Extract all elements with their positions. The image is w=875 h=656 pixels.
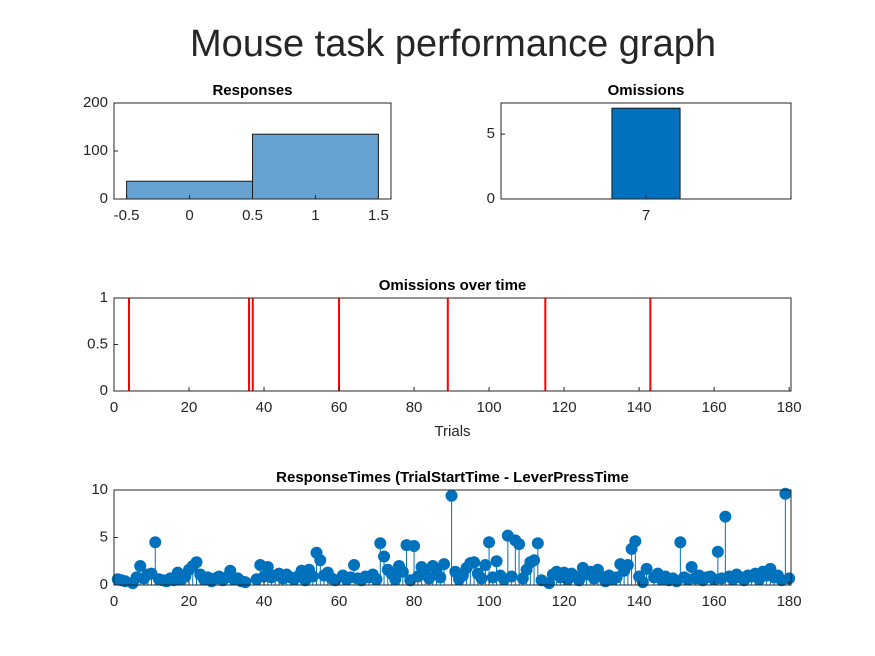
stem-marker — [711, 545, 724, 558]
stem-marker — [479, 559, 492, 572]
figure-title: Mouse task performance graph — [190, 23, 716, 65]
stem-marker — [483, 536, 496, 549]
x-tick-label: 0.5 — [242, 207, 263, 224]
stem-marker — [374, 537, 387, 550]
stem-marker — [513, 538, 526, 551]
axes-box — [500, 102, 792, 200]
x-tick-label: 80 — [406, 593, 423, 610]
y-tick-label: 0 — [100, 382, 108, 399]
stem-marker — [505, 570, 518, 583]
stem-marker — [475, 572, 488, 585]
stem-marker — [528, 554, 541, 567]
x-tick-label: 160 — [702, 593, 727, 610]
x-tick-label: 0 — [110, 399, 118, 416]
x-tick-label: 0 — [185, 207, 193, 224]
y-tick-label: 0 — [100, 576, 108, 593]
histogram-bar — [252, 133, 379, 200]
stem-marker — [190, 556, 203, 569]
stem-marker — [134, 560, 147, 572]
y-tick-label: 5 — [487, 125, 495, 142]
stem-marker — [468, 556, 481, 569]
x-tick-label: 0 — [110, 593, 118, 610]
x-tick-label: 40 — [256, 399, 273, 416]
y-tick-label: 0 — [100, 190, 108, 207]
axes-title: Responses — [212, 82, 292, 99]
x-tick-label: 180 — [777, 593, 802, 610]
stem-marker — [239, 576, 252, 589]
y-tick-label: 0 — [487, 190, 495, 207]
x-tick-label: 1 — [311, 207, 319, 224]
stem-marker — [438, 558, 451, 571]
stem-marker — [370, 573, 383, 586]
stem-marker — [408, 540, 421, 553]
x-tick-label: 20 — [181, 399, 198, 416]
x-tick-label: 120 — [552, 593, 577, 610]
y-tick-label: 1 — [100, 289, 108, 306]
x-tick-label: 60 — [331, 593, 348, 610]
bar — [611, 107, 681, 200]
x-tick-label: 1.5 — [368, 207, 389, 224]
x-tick-label: 100 — [477, 399, 502, 416]
stem-marker — [396, 565, 409, 578]
y-tick-label: 100 — [83, 142, 108, 159]
stem-marker — [306, 570, 319, 583]
axes-title: ResponseTimes (TrialStartTime - LeverPre… — [276, 469, 629, 486]
stem-marker — [348, 559, 361, 572]
stem-marker — [261, 560, 274, 573]
stem-marker — [445, 489, 458, 502]
y-tick-label: 200 — [83, 94, 108, 111]
y-tick-label: 5 — [100, 528, 108, 545]
stem-marker — [434, 571, 447, 584]
stem-marker — [685, 560, 698, 573]
y-tick-label: 10 — [91, 481, 108, 498]
x-tick-label: -0.5 — [114, 207, 140, 224]
stem-marker — [640, 562, 653, 575]
axes-title: Omissions — [608, 82, 685, 99]
stem-marker — [531, 537, 544, 550]
x-tick-label: 7 — [642, 207, 650, 224]
stem-marker — [490, 555, 503, 568]
x-tick-label: 140 — [627, 593, 652, 610]
stem-marker — [629, 535, 642, 548]
axes-title: Omissions over time — [379, 277, 527, 294]
stem-marker — [610, 571, 623, 584]
x-axis-label: Trials — [434, 423, 470, 440]
stem-marker — [621, 559, 634, 572]
x-tick-label: 80 — [406, 399, 423, 416]
stem-marker — [149, 536, 162, 549]
x-tick-label: 160 — [702, 399, 727, 416]
x-tick-label: 100 — [477, 593, 502, 610]
x-tick-label: 140 — [627, 399, 652, 416]
stem-marker — [674, 536, 687, 549]
x-tick-label: 20 — [181, 593, 198, 610]
x-tick-label: 60 — [331, 399, 348, 416]
stem-marker — [719, 510, 732, 523]
stem-marker — [378, 550, 391, 563]
x-tick-label: 180 — [777, 399, 802, 416]
y-tick-label: 0.5 — [87, 335, 108, 352]
x-tick-label: 40 — [256, 593, 273, 610]
x-tick-label: 120 — [552, 399, 577, 416]
stem-marker — [314, 554, 327, 567]
